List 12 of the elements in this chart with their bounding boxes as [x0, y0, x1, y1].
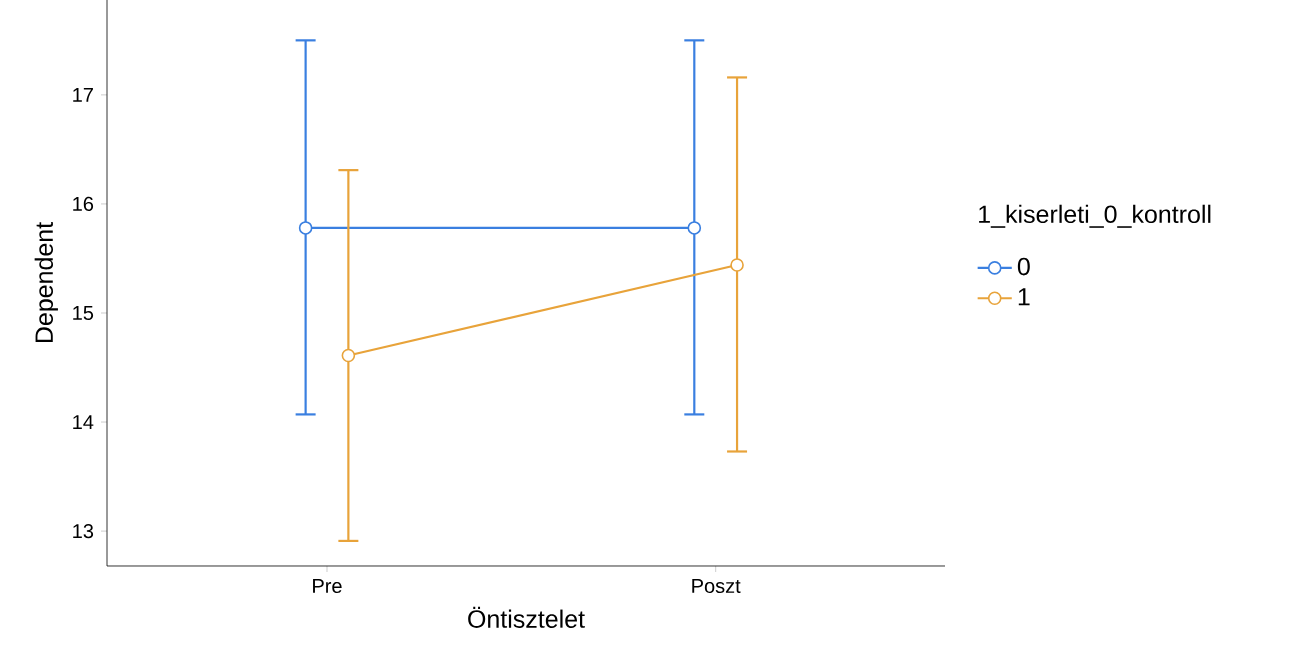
legend-label: 0 — [1017, 257, 1030, 276]
legend-title: 1_kiserleti_0_kontroll — [979, 204, 1211, 228]
x-tick-label: Pre — [313, 579, 342, 594]
x-axis-title: Öntisztelet — [468, 606, 585, 628]
legend-label: 1 — [1018, 288, 1030, 306]
y-tick-label: 15 — [73, 306, 94, 320]
y-tick-label: 17 — [73, 87, 93, 102]
y-tick-label: 14 — [73, 415, 94, 429]
y-axis-title: Dependent — [34, 222, 58, 343]
y-tick-label: 13 — [73, 524, 94, 539]
y-tick-label: 16 — [73, 196, 94, 212]
x-tick-label: Poszt — [692, 579, 741, 594]
